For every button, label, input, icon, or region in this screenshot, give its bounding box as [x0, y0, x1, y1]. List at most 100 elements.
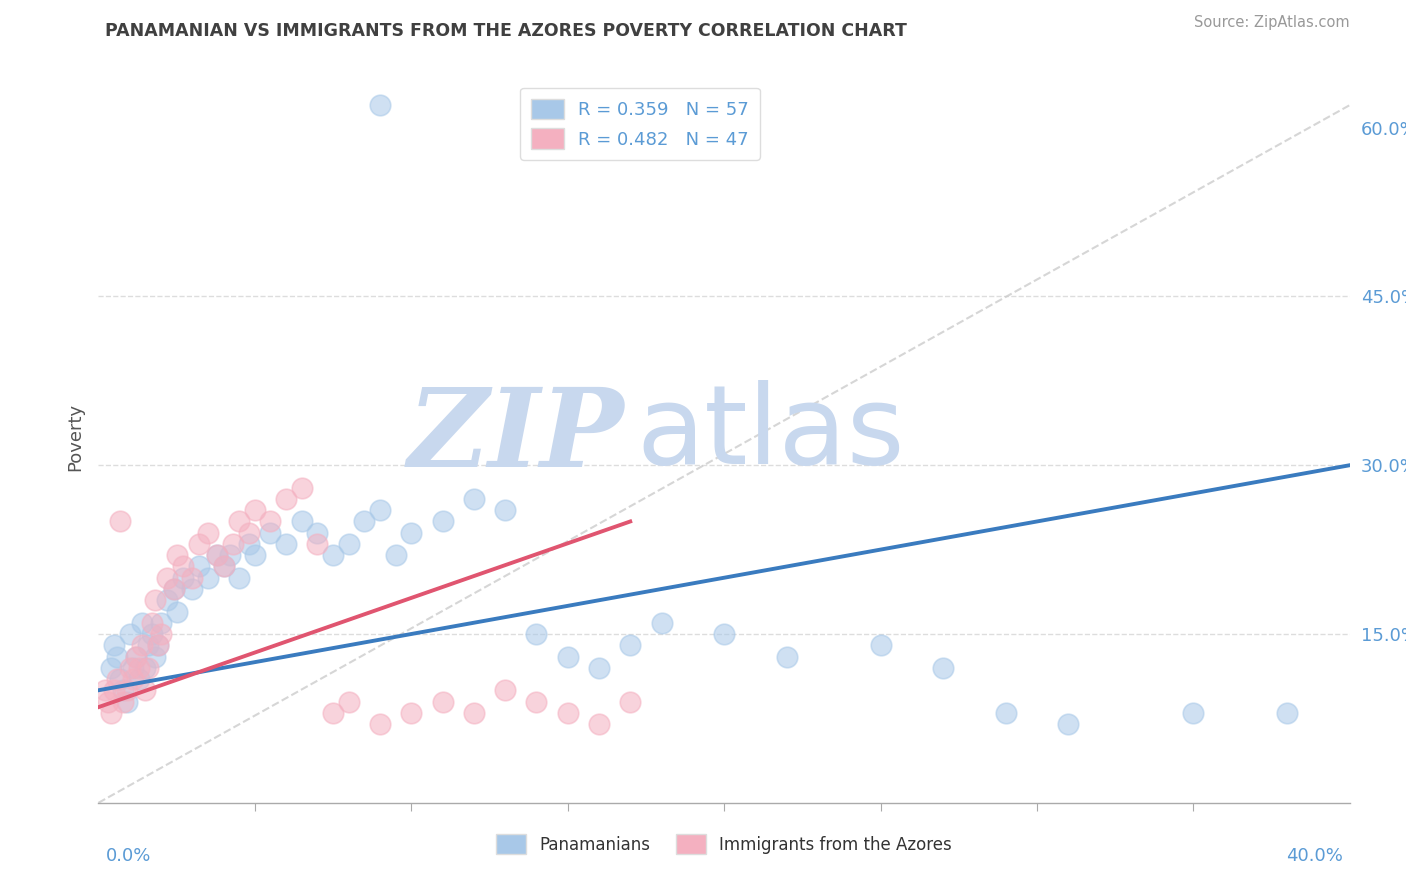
Point: [166, 605, 188, 619]
Point: [588, 717, 610, 731]
Point: [103, 638, 125, 652]
Point: [207, 548, 229, 562]
Legend: Panamanians, Immigrants from the Azores: Panamanians, Immigrants from the Azores: [489, 828, 959, 860]
Point: [103, 683, 125, 698]
Point: [156, 593, 179, 607]
Point: [207, 548, 229, 562]
Point: [274, 537, 298, 551]
Point: [218, 548, 240, 562]
Point: [141, 615, 163, 630]
Point: [322, 706, 344, 720]
Point: [121, 661, 143, 675]
Point: [650, 615, 672, 630]
Point: [228, 515, 250, 529]
Point: [557, 649, 579, 664]
Text: 0.0%: 0.0%: [105, 847, 150, 864]
Point: [228, 571, 250, 585]
Point: [368, 98, 391, 112]
Point: [291, 481, 314, 495]
Point: [1182, 706, 1205, 720]
Point: [112, 683, 135, 698]
Point: [494, 683, 516, 698]
Point: [1057, 717, 1080, 731]
Point: [307, 537, 329, 551]
Point: [138, 638, 160, 652]
Point: [384, 548, 406, 562]
Point: [463, 491, 485, 506]
Point: [353, 515, 375, 529]
Point: [128, 672, 150, 686]
Point: [162, 582, 184, 596]
Point: [713, 627, 735, 641]
Point: [105, 672, 128, 686]
Point: [322, 548, 344, 562]
Point: [128, 661, 150, 675]
Point: [212, 559, 235, 574]
Point: [141, 627, 163, 641]
Point: [494, 503, 516, 517]
Point: [118, 627, 141, 641]
Point: [243, 503, 266, 517]
Point: [187, 559, 209, 574]
Point: [337, 694, 360, 708]
Text: Source: ZipAtlas.com: Source: ZipAtlas.com: [1194, 15, 1350, 29]
Point: [97, 694, 120, 708]
Point: [100, 706, 122, 720]
Point: [337, 537, 360, 551]
Point: [93, 683, 115, 698]
Point: [181, 571, 204, 585]
Point: [932, 661, 955, 675]
Point: [401, 525, 423, 540]
Point: [172, 571, 194, 585]
Point: [432, 694, 454, 708]
Text: ZIP: ZIP: [408, 384, 624, 491]
Point: [243, 548, 266, 562]
Point: [432, 515, 454, 529]
Point: [118, 661, 141, 675]
Point: [307, 525, 329, 540]
Point: [156, 571, 179, 585]
Point: [100, 661, 122, 675]
Point: [259, 525, 281, 540]
Point: [181, 582, 204, 596]
Point: [212, 559, 235, 574]
Point: [197, 525, 219, 540]
Point: [131, 638, 153, 652]
Y-axis label: Poverty: Poverty: [66, 403, 84, 471]
Point: [134, 683, 156, 698]
Point: [110, 515, 132, 529]
Point: [619, 638, 641, 652]
Point: [121, 672, 143, 686]
Point: [238, 537, 260, 551]
Point: [150, 615, 173, 630]
Point: [619, 694, 641, 708]
Point: [150, 627, 173, 641]
Point: [197, 571, 219, 585]
Point: [526, 627, 548, 641]
Point: [110, 672, 132, 686]
Point: [138, 661, 160, 675]
Point: [134, 661, 156, 675]
Point: [368, 503, 391, 517]
Point: [526, 694, 548, 708]
Point: [112, 694, 135, 708]
Point: [131, 615, 153, 630]
Point: [994, 706, 1017, 720]
Text: PANAMANIAN VS IMMIGRANTS FROM THE AZORES POVERTY CORRELATION CHART: PANAMANIAN VS IMMIGRANTS FROM THE AZORES…: [105, 21, 907, 39]
Point: [143, 649, 166, 664]
Point: [162, 582, 184, 596]
Point: [125, 649, 148, 664]
Point: [368, 717, 391, 731]
Point: [463, 706, 485, 720]
Point: [588, 661, 610, 675]
Text: 40.0%: 40.0%: [1286, 847, 1343, 864]
Point: [401, 706, 423, 720]
Point: [105, 649, 128, 664]
Point: [238, 525, 260, 540]
Point: [187, 537, 209, 551]
Point: [146, 638, 169, 652]
Point: [557, 706, 579, 720]
Point: [274, 491, 298, 506]
Point: [259, 515, 281, 529]
Point: [125, 649, 148, 664]
